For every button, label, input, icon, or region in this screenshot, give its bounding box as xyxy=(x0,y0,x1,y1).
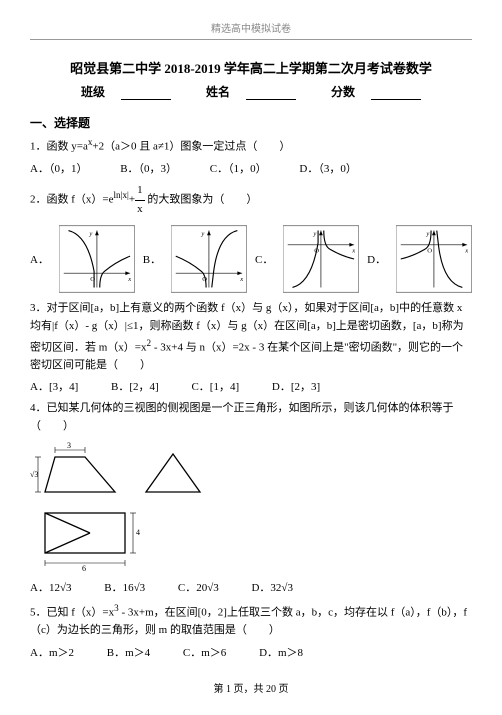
q1-opt-c: C．（1，0） xyxy=(210,160,267,176)
page-footer: 第 1 页，共 20 页 xyxy=(30,680,472,695)
svg-text:x: x xyxy=(239,276,243,283)
q2-chart-d: x y O xyxy=(396,224,472,294)
svg-text:y: y xyxy=(425,231,429,238)
q2-label-d: D． xyxy=(367,251,386,267)
q1-opt-b: B．（0，3） xyxy=(120,160,177,176)
q4-top-view: 6 4 xyxy=(30,508,472,573)
q1-stem: 1．函数 y=ax+2（a＞0 且 a≠1）图象一定过点（ ） xyxy=(30,135,472,156)
svg-text:3: 3 xyxy=(67,442,71,450)
q4-side-view xyxy=(138,442,208,502)
q5-options: A．m＞2 B．m＞4 C．m＞6 D．m＞8 xyxy=(30,644,472,660)
q2-label-b: B． xyxy=(143,251,161,267)
q4-figures: 3 2√3 xyxy=(30,442,472,502)
q1-opt-d: D．（3，0） xyxy=(299,160,356,176)
svg-text:y: y xyxy=(313,231,317,238)
q2-charts: A． xyO B． xyO C． xyO D． xyO xyxy=(30,224,472,294)
score-label: 分数 xyxy=(331,83,355,100)
q4-top-view-svg: 6 4 xyxy=(30,508,140,573)
info-row: 班级 姓名 分数 xyxy=(30,83,472,100)
q3-opt-d: D．[2，3] xyxy=(272,378,320,394)
name-blank xyxy=(246,87,296,100)
q4-opt-d: D．32√3 xyxy=(251,579,292,595)
q3-stem: 3．对于区间[a，b]上有意义的两个函数 f（x）与 g（x），如果对于区间[a… xyxy=(30,300,472,374)
svg-text:O: O xyxy=(427,248,432,255)
q1-options: A．（0，1） B．（0，3） C．（1，0） D．（3，0） xyxy=(30,160,472,176)
q5-opt-c: C．m＞6 xyxy=(183,644,226,660)
svg-text:x: x xyxy=(464,248,468,255)
q5-opt-b: B．m＞4 xyxy=(107,644,150,660)
q2-stem: 2．函数 f（x）=eln|x|+1x 的大致图象为（ ） xyxy=(30,182,472,218)
header-divider xyxy=(30,39,472,40)
header-label: 精选高中模拟试卷 xyxy=(30,20,472,35)
q5-stem: 5．已知 f（x）=x3 - 3x+m，在区间[0，2]上任取三个数 a，b，c… xyxy=(30,601,472,640)
exam-title: 昭觉县第二中学 2018-2019 学年高二上学期第二次月考试卷数学 xyxy=(30,58,472,77)
q2-label-a: A． xyxy=(30,251,49,267)
svg-text:y: y xyxy=(88,231,92,238)
q2-chart-c: xyO xyxy=(283,224,359,294)
q4-front-view: 3 2√3 xyxy=(30,442,130,502)
svg-text:6: 6 xyxy=(82,564,86,573)
q3-opt-a: A．[3，4] xyxy=(30,378,78,394)
q4-opt-a: A．12√3 xyxy=(30,579,71,595)
q4-opt-c: C．20√3 xyxy=(178,579,219,595)
q1-opt-a: A．（0，1） xyxy=(30,160,87,176)
q5-opt-d: D．m＞8 xyxy=(259,644,303,660)
svg-text:2√3: 2√3 xyxy=(30,470,38,479)
q2-chart-b: xyO xyxy=(171,224,247,294)
q2-chart-a: xyO xyxy=(59,224,135,294)
q4-opt-b: B．16√3 xyxy=(104,579,145,595)
q4-stem: 4．已知某几何体的三视图的侧视图是一个正三角形，如图所示，则该几何体的体积等于（… xyxy=(30,400,472,435)
svg-text:4: 4 xyxy=(136,528,140,537)
q3-opt-c: C．[1，4] xyxy=(191,378,239,394)
svg-text:y: y xyxy=(200,231,204,238)
q2-label-c: C． xyxy=(255,251,273,267)
q3-opt-b: B．[2，4] xyxy=(111,378,159,394)
class-blank xyxy=(121,87,171,100)
name-label: 姓名 xyxy=(206,83,230,100)
svg-text:x: x xyxy=(127,276,131,283)
q3-options: A．[3，4] B．[2，4] C．[1，4] D．[2，3] xyxy=(30,378,472,394)
section-1-heading: 一、选择题 xyxy=(30,114,472,131)
svg-text:x: x xyxy=(352,248,356,255)
q5-opt-a: A．m＞2 xyxy=(30,644,74,660)
score-blank xyxy=(371,87,421,100)
class-label: 班级 xyxy=(81,83,105,100)
q4-options: A．12√3 B．16√3 C．20√3 D．32√3 xyxy=(30,579,472,595)
